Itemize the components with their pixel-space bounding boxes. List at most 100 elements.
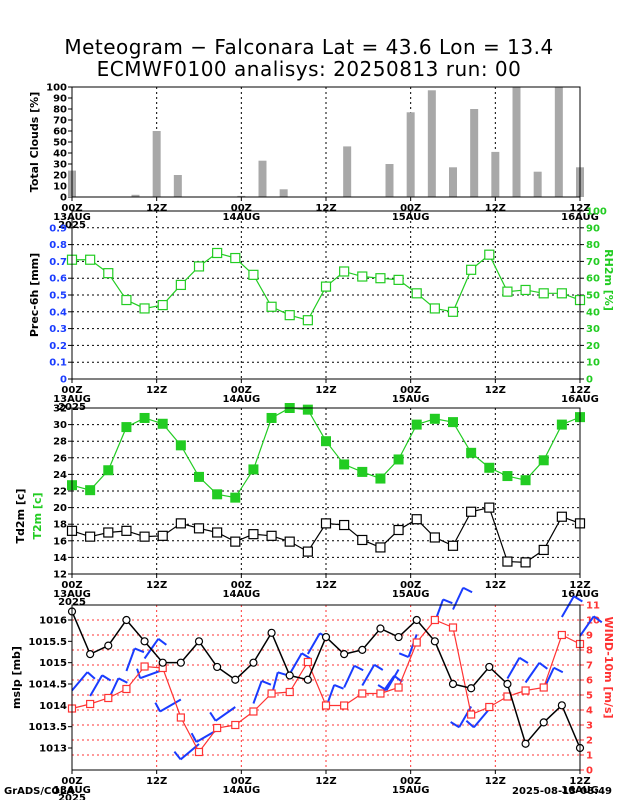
t2m-point [520, 475, 531, 486]
x-tick-label: 00Z [61, 385, 82, 396]
mslp-point [521, 739, 530, 748]
td2m-point [121, 525, 132, 536]
x-tick-label: 00Z [61, 580, 82, 591]
cloud-bar [427, 90, 436, 197]
mslp-point [430, 637, 439, 646]
y-tick-label: 20 [53, 503, 67, 514]
y-tick-label-left: 1014 [39, 701, 67, 712]
rh-point [429, 303, 440, 314]
rh-point [520, 284, 531, 296]
y-tick-label-left: 0.3 [49, 324, 67, 335]
y-tick-label-right: 100 [586, 207, 607, 218]
y-tick-label-left: 1013 [39, 744, 67, 755]
footer-right: 2025-08-13-08:49 [512, 786, 612, 797]
y-tick-label-right: 2 [586, 736, 593, 747]
t2m-point [103, 465, 114, 476]
y-tick-label-left: 1015.5 [28, 637, 67, 648]
x-date-label: 16AUG [561, 589, 599, 600]
wind-barb-flag [86, 671, 96, 680]
x-date-label: 14AUG [222, 589, 260, 600]
y-tick-label-left: 0.6 [49, 274, 67, 285]
t2m-point [85, 485, 96, 496]
wind-point [412, 638, 421, 647]
t2m-point [248, 464, 259, 475]
y-tick-label: 14 [53, 553, 67, 564]
wind-barb [473, 708, 491, 729]
y-axis-label-left: mslp [mb] [10, 646, 23, 709]
x-date-label: 14AUG [222, 394, 260, 405]
y-tick-label-right: 0 [586, 375, 593, 386]
x-tick-label: 12Z [146, 580, 167, 591]
mslp-point [86, 650, 95, 659]
t2m-point [175, 440, 186, 451]
y-tick-label-left: 0.1 [49, 358, 67, 369]
wind-point [86, 699, 95, 709]
wind-barb-flag [117, 677, 128, 684]
mslp-point [467, 684, 476, 693]
y-tick-label-left: 0.8 [49, 240, 67, 251]
y-tick-label-right: 9 [586, 631, 593, 642]
wind-point [521, 686, 530, 695]
mslp-point [194, 637, 204, 646]
mslp-point [140, 637, 149, 646]
y-tick-label-left: 0.2 [49, 341, 67, 352]
wind-barb-flag [465, 719, 475, 729]
y-axis-label-right: WIND-10m [m/s] [602, 616, 615, 718]
x-tick-label: 12Z [485, 203, 506, 214]
wind-barb-flag [573, 595, 583, 603]
td2m-point [520, 557, 531, 568]
mslp-point [285, 671, 294, 680]
x-tick-label: 12Z [569, 203, 590, 214]
y-tick-label-left: 0.4 [49, 307, 67, 318]
y-tick-label: 10 [53, 182, 67, 193]
x-tick-label: 00Z [61, 203, 82, 214]
y-tick-label-right: 11 [586, 601, 600, 612]
y-tick-label: 26 [53, 453, 67, 464]
y-axis-label-left: Prec-6h [mm] [28, 253, 41, 337]
td2m-point [175, 518, 186, 529]
wind-point [539, 683, 548, 692]
wind-barb-flag [333, 684, 344, 690]
y-tick-label-left: 1014.5 [28, 680, 67, 691]
mslp-point [303, 675, 312, 684]
wind-barb-flag [173, 750, 182, 761]
wind-point [231, 720, 240, 730]
td2m-point [230, 536, 241, 547]
y-tick-label: 20 [53, 171, 67, 182]
wind-barb-flag [209, 711, 217, 722]
x-date-label: 16AUG [561, 394, 599, 405]
wind-barb-flag [157, 638, 167, 646]
x-tick-label: 12Z [569, 385, 590, 396]
y-tick-label: 70 [53, 116, 67, 127]
t2m-point [266, 412, 277, 423]
rh-point [484, 249, 495, 260]
y-tick-label: 22 [53, 487, 67, 498]
wind-point [321, 701, 331, 710]
y-tick-label-left: 0 [60, 375, 67, 386]
mslp-point [231, 675, 240, 684]
wind-point [340, 701, 349, 710]
x-tick-label: 12Z [485, 580, 506, 591]
y-tick-label-right: 40 [586, 307, 600, 318]
wind-point [358, 689, 367, 698]
wind-point [104, 693, 113, 703]
t2m-point [556, 419, 567, 430]
y-tick-label-right: 6 [586, 676, 593, 687]
wind-barb [361, 664, 376, 687]
cloud-bar [406, 112, 415, 197]
y-tick-label: 100 [46, 83, 67, 94]
x-year-label: 2025 [58, 597, 86, 608]
t2m-point [466, 447, 477, 458]
wind-point [467, 710, 476, 719]
x-tick-label: 12Z [315, 776, 336, 787]
wind-barb-flag [553, 666, 564, 674]
rh-point [121, 294, 132, 306]
td2m-point [85, 531, 96, 542]
rh-point [230, 252, 241, 264]
td2m-point [556, 511, 567, 522]
mslp-point [412, 615, 421, 625]
td2m-point [484, 502, 495, 513]
rh-point [212, 247, 223, 259]
y-tick-label-right: 60 [586, 274, 600, 285]
y-tick-label-right: 4 [586, 706, 593, 717]
